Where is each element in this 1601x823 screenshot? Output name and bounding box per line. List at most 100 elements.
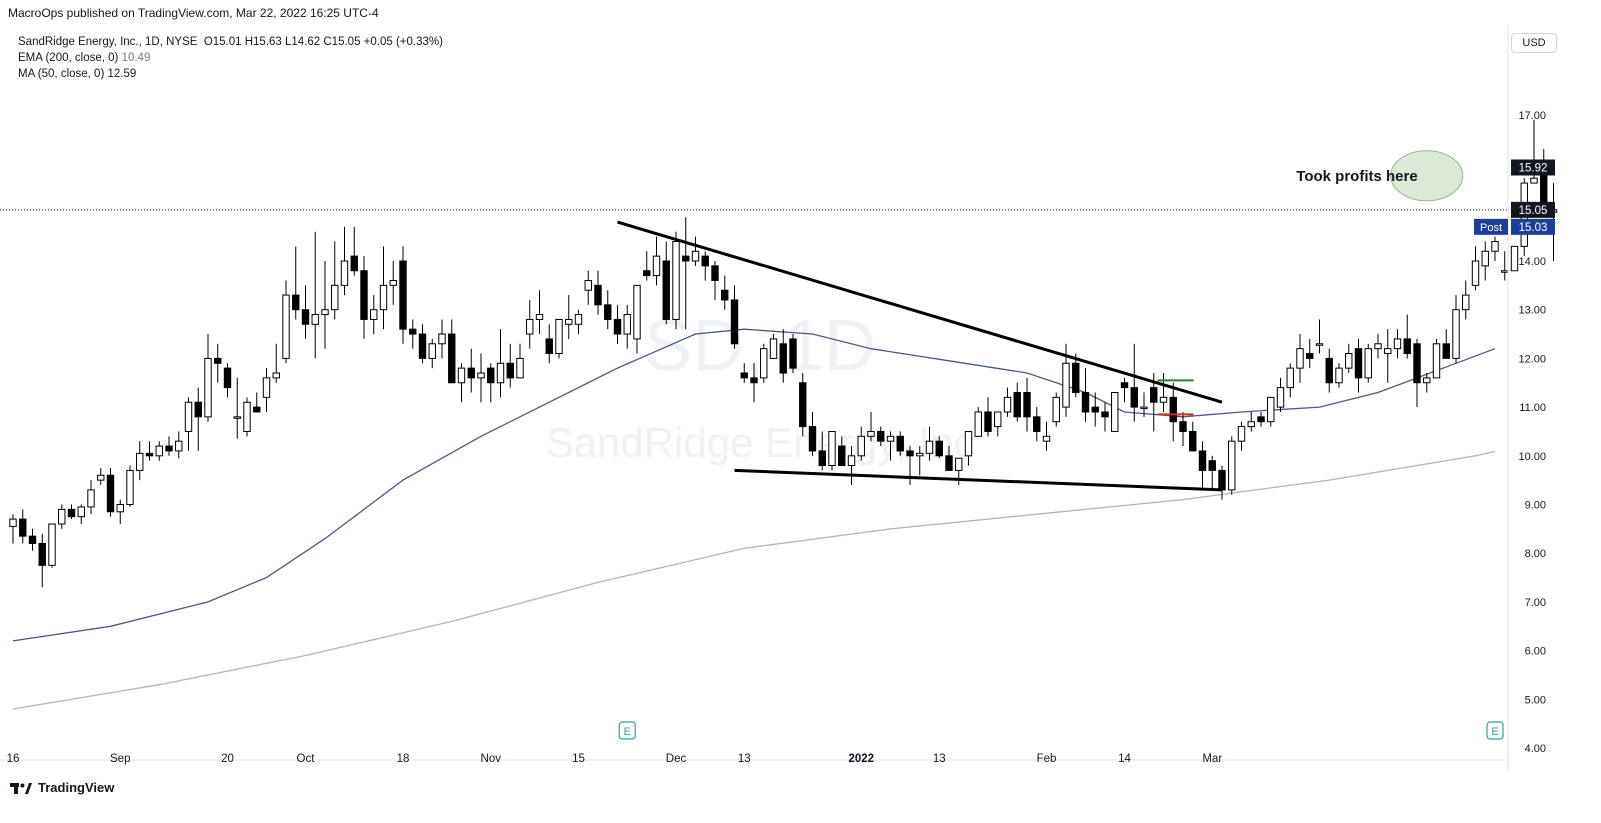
candle[interactable] xyxy=(1501,251,1509,281)
candle[interactable] xyxy=(935,436,943,459)
candle[interactable] xyxy=(1023,377,1031,432)
candle[interactable] xyxy=(106,467,115,517)
candle[interactable] xyxy=(633,284,641,354)
legend-symbol[interactable]: SandRidge Energy, Inc., 1D, NYSE xyxy=(18,36,198,48)
candle[interactable] xyxy=(487,363,495,403)
candle[interactable] xyxy=(467,348,475,393)
candle[interactable] xyxy=(516,343,524,379)
annotation-text[interactable]: Took profits here xyxy=(1296,168,1417,185)
candle[interactable] xyxy=(253,392,261,413)
candle[interactable] xyxy=(233,377,241,439)
candle[interactable] xyxy=(126,465,134,507)
trendline[interactable] xyxy=(617,220,1223,404)
candle[interactable] xyxy=(760,343,768,383)
candle[interactable] xyxy=(1189,421,1197,452)
candle[interactable] xyxy=(1003,387,1012,417)
candle[interactable] xyxy=(1140,392,1148,417)
annotation-ellipse[interactable] xyxy=(1390,150,1464,202)
candle[interactable] xyxy=(721,275,729,310)
candle[interactable] xyxy=(1120,377,1129,403)
candle[interactable] xyxy=(672,231,680,330)
candle[interactable] xyxy=(565,295,573,339)
candle[interactable] xyxy=(1247,411,1255,432)
candle[interactable] xyxy=(48,523,56,568)
candle[interactable] xyxy=(828,430,836,471)
candle[interactable] xyxy=(1169,382,1177,442)
candle[interactable] xyxy=(916,446,924,476)
legend-ma-row[interactable]: MA (50, close, 0) 12.59 xyxy=(18,66,136,82)
candle[interactable] xyxy=(779,329,787,383)
candle[interactable] xyxy=(389,261,397,305)
candle[interactable] xyxy=(711,261,719,300)
candle[interactable] xyxy=(19,509,27,544)
candle[interactable] xyxy=(67,504,76,520)
candle[interactable] xyxy=(184,397,193,451)
candle[interactable] xyxy=(292,246,300,320)
candle[interactable] xyxy=(984,397,992,437)
candle[interactable] xyxy=(1257,411,1265,427)
trendline[interactable] xyxy=(734,468,1223,492)
candle[interactable] xyxy=(97,467,105,486)
candle[interactable] xyxy=(409,319,417,349)
candle[interactable] xyxy=(1267,396,1275,427)
candle[interactable] xyxy=(838,436,846,467)
candle[interactable] xyxy=(194,387,202,451)
candle[interactable] xyxy=(477,353,485,403)
candle[interactable] xyxy=(818,431,826,471)
candle[interactable] xyxy=(1452,295,1460,364)
candle[interactable] xyxy=(701,251,709,281)
candle[interactable] xyxy=(662,241,670,325)
candle[interactable] xyxy=(1423,373,1431,393)
candle[interactable] xyxy=(1101,402,1109,432)
candle[interactable] xyxy=(496,329,505,398)
legend-ema-row[interactable]: EMA (200, close, 0) 10.49 xyxy=(18,50,150,66)
candle[interactable] xyxy=(1198,441,1207,490)
candle[interactable] xyxy=(38,533,46,588)
candle[interactable] xyxy=(1442,329,1450,359)
candle[interactable] xyxy=(1413,338,1421,408)
candle[interactable] xyxy=(691,236,700,266)
candle[interactable] xyxy=(1491,236,1499,261)
candle[interactable] xyxy=(262,368,271,412)
candle[interactable] xyxy=(506,343,514,388)
candle[interactable] xyxy=(896,431,904,456)
candle[interactable] xyxy=(545,324,553,364)
chart-canvas[interactable]: SD, 1D SandRidge Energy, Inc Took profit… xyxy=(0,25,1601,797)
candle[interactable] xyxy=(331,241,339,320)
candle[interactable] xyxy=(1081,368,1090,422)
candle[interactable] xyxy=(428,338,436,369)
candle[interactable] xyxy=(438,319,446,359)
candle[interactable] xyxy=(857,426,865,461)
candle[interactable] xyxy=(1325,348,1333,393)
price-axis[interactable]: 4.00 5.00 6.00 7.00 8.00 9.00 10.00 11.00 12.00 1… xyxy=(1474,25,1555,770)
candle[interactable] xyxy=(604,290,612,330)
time-axis[interactable]: 16 Sep 20 Oct 18 Nov 15 Dec 13 2022 13 Feb 14 Mar E E xyxy=(0,721,1508,765)
candle[interactable] xyxy=(204,334,212,422)
candle[interactable] xyxy=(847,446,856,486)
earnings-marker-icon[interactable]: E xyxy=(1486,721,1504,740)
candle[interactable] xyxy=(1471,246,1480,291)
candle[interactable] xyxy=(1403,314,1411,359)
candle[interactable] xyxy=(955,457,963,486)
candle[interactable] xyxy=(1432,338,1441,379)
candle[interactable] xyxy=(623,304,631,349)
candle[interactable] xyxy=(594,270,602,315)
candle[interactable] xyxy=(282,280,290,364)
candle[interactable] xyxy=(136,441,144,481)
candle[interactable] xyxy=(750,363,758,403)
candle[interactable] xyxy=(28,528,37,551)
earnings-marker-icon[interactable]: E xyxy=(618,721,636,740)
candle[interactable] xyxy=(243,397,251,437)
candle[interactable] xyxy=(1393,329,1402,359)
candle[interactable] xyxy=(789,334,797,374)
candle[interactable] xyxy=(1072,353,1080,398)
candle[interactable] xyxy=(1354,338,1363,393)
candle[interactable] xyxy=(301,285,310,339)
candle[interactable] xyxy=(175,431,183,459)
candle[interactable] xyxy=(1013,382,1021,422)
candle[interactable] xyxy=(399,246,407,344)
candle[interactable] xyxy=(165,436,173,456)
candle[interactable] xyxy=(360,256,368,339)
candle[interactable] xyxy=(574,309,583,335)
candle[interactable] xyxy=(1237,421,1246,451)
